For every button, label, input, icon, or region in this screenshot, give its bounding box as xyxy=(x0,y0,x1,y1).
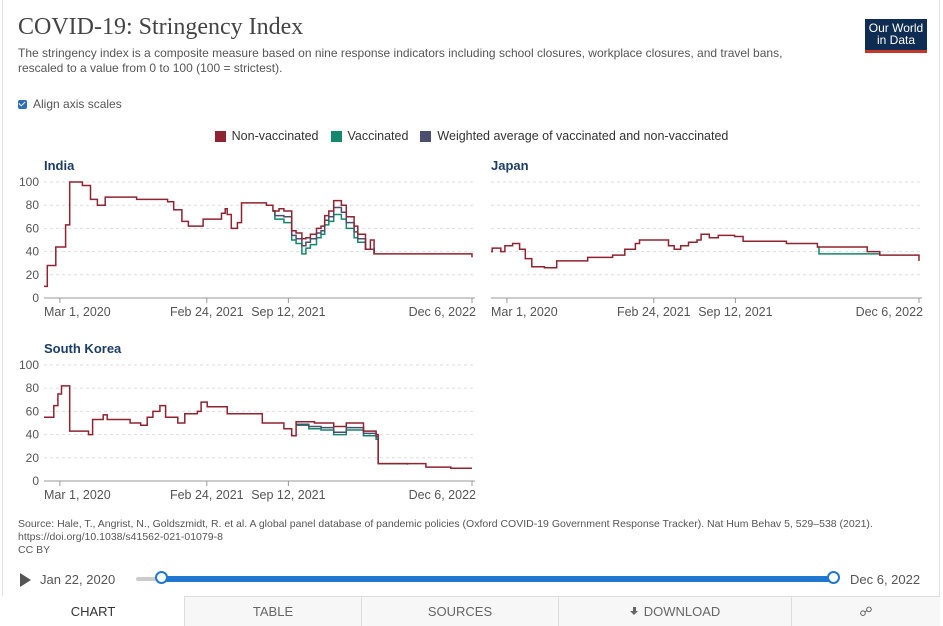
y-tick-label: 60 xyxy=(26,221,40,235)
x-tick-label: Mar 1, 2020 xyxy=(44,488,111,502)
legend-swatch xyxy=(214,130,226,142)
share-icon: ☍ xyxy=(859,603,873,619)
y-tick-label: 40 xyxy=(26,428,40,442)
source-note: Source: Hale, T., Angrist, N., Goldszmid… xyxy=(18,518,878,557)
y-tick-label: 20 xyxy=(26,451,40,465)
x-tick-label: Sep 12, 2021 xyxy=(251,488,325,502)
legend-item-non-vaccinated[interactable]: Non-vaccinated xyxy=(214,129,319,143)
download-icon xyxy=(629,606,639,617)
checkbox-icon[interactable] xyxy=(18,99,27,109)
timeline-range[interactable] xyxy=(161,576,834,582)
legend-swatch xyxy=(330,130,342,142)
tab-download-label: DOWNLOAD xyxy=(643,604,721,619)
share-button[interactable]: ☍ xyxy=(791,597,940,626)
timeline-start-handle[interactable] xyxy=(155,571,168,584)
tab-sources[interactable]: SOURCES xyxy=(361,597,558,626)
play-icon[interactable] xyxy=(20,573,31,587)
y-tick-label: 60 xyxy=(26,404,40,418)
license-text: CC BY xyxy=(18,544,51,556)
y-tick-label: 0 xyxy=(32,291,39,305)
x-tick-label: Feb 24, 2021 xyxy=(617,305,691,319)
legend-item-vaccinated[interactable]: Vaccinated xyxy=(330,129,409,143)
x-tick-label: Dec 6, 2022 xyxy=(856,305,923,319)
x-tick-label: Sep 12, 2021 xyxy=(251,305,325,319)
logo-line-2: in Data xyxy=(876,33,916,47)
tab-download[interactable]: DOWNLOAD xyxy=(558,597,791,626)
legend-item-weighted-average[interactable]: Weighted average of vaccinated and non-v… xyxy=(420,129,728,143)
y-tick-label: 20 xyxy=(26,268,40,282)
x-tick-label: Feb 24, 2021 xyxy=(170,488,244,502)
y-tick-label: 0 xyxy=(32,474,39,488)
series-line-vaccinated xyxy=(296,424,409,465)
legend-label: Vaccinated xyxy=(347,129,409,143)
tab-table[interactable]: TABLE xyxy=(184,597,361,626)
y-tick-label: 100 xyxy=(19,175,39,189)
page-title: COVID-19: Stringency Index xyxy=(18,14,304,40)
timeline-end-label[interactable]: Dec 6, 2022 xyxy=(850,572,921,587)
x-tick-label: Mar 1, 2020 xyxy=(44,305,111,319)
timeline: Jan 22, 2020 Dec 6, 2022 xyxy=(18,568,928,592)
series-line-weighted-average-of-vaccinated-and-non-vaccinated xyxy=(296,423,379,464)
legend-label: Weighted average of vaccinated and non-v… xyxy=(437,129,729,143)
panel-title: India xyxy=(44,158,75,173)
series-line-non-vaccinated xyxy=(44,181,473,288)
chart-subtitle: The stringency index is a composite meas… xyxy=(18,46,783,75)
x-tick-label: Dec 6, 2022 xyxy=(409,305,476,319)
tab-chart[interactable]: CHART xyxy=(2,596,184,626)
legend: Non-vaccinated Vaccinated Weighted avera… xyxy=(0,129,943,143)
legend-swatch xyxy=(420,130,432,142)
x-tick-label: Sep 12, 2021 xyxy=(698,305,772,319)
panel-title: South Korea xyxy=(44,341,122,356)
logo-line-1: Our World xyxy=(868,21,924,35)
legend-label: Non-vaccinated xyxy=(231,129,319,143)
align-axis-toggle[interactable]: Align axis scales xyxy=(18,97,122,111)
series-line-vaccinated xyxy=(272,210,375,255)
y-tick-label: 40 xyxy=(26,245,40,259)
source-text: Source: Hale, T., Angrist, N., Goldszmid… xyxy=(18,518,873,543)
series-line-non-vaccinated xyxy=(491,233,920,269)
x-tick-label: Mar 1, 2020 xyxy=(491,305,558,319)
charts-area: India 0 20 40 60 80 100 Mar 1, 2020 Feb 24, 2021… xyxy=(19,158,923,502)
align-axis-label: Align axis scales xyxy=(33,97,122,111)
owid-logo[interactable]: Our World in Data xyxy=(865,19,927,53)
panel-title: Japan xyxy=(491,158,529,173)
timeline-end-handle[interactable] xyxy=(827,571,840,584)
bottom-tabs: CHART TABLE SOURCES DOWNLOAD ☍ xyxy=(2,596,940,626)
x-tick-label: Dec 6, 2022 xyxy=(409,488,476,502)
series-line-weighted-average-of-vaccinated-and-non-vaccinated xyxy=(272,206,375,254)
y-tick-label: 100 xyxy=(19,358,39,372)
series-line-non-vaccinated xyxy=(44,385,472,469)
timeline-start-label[interactable]: Jan 22, 2020 xyxy=(40,572,116,587)
x-tick-label: Feb 24, 2021 xyxy=(170,305,244,319)
y-tick-label: 80 xyxy=(26,381,40,395)
y-tick-label: 80 xyxy=(26,198,40,212)
